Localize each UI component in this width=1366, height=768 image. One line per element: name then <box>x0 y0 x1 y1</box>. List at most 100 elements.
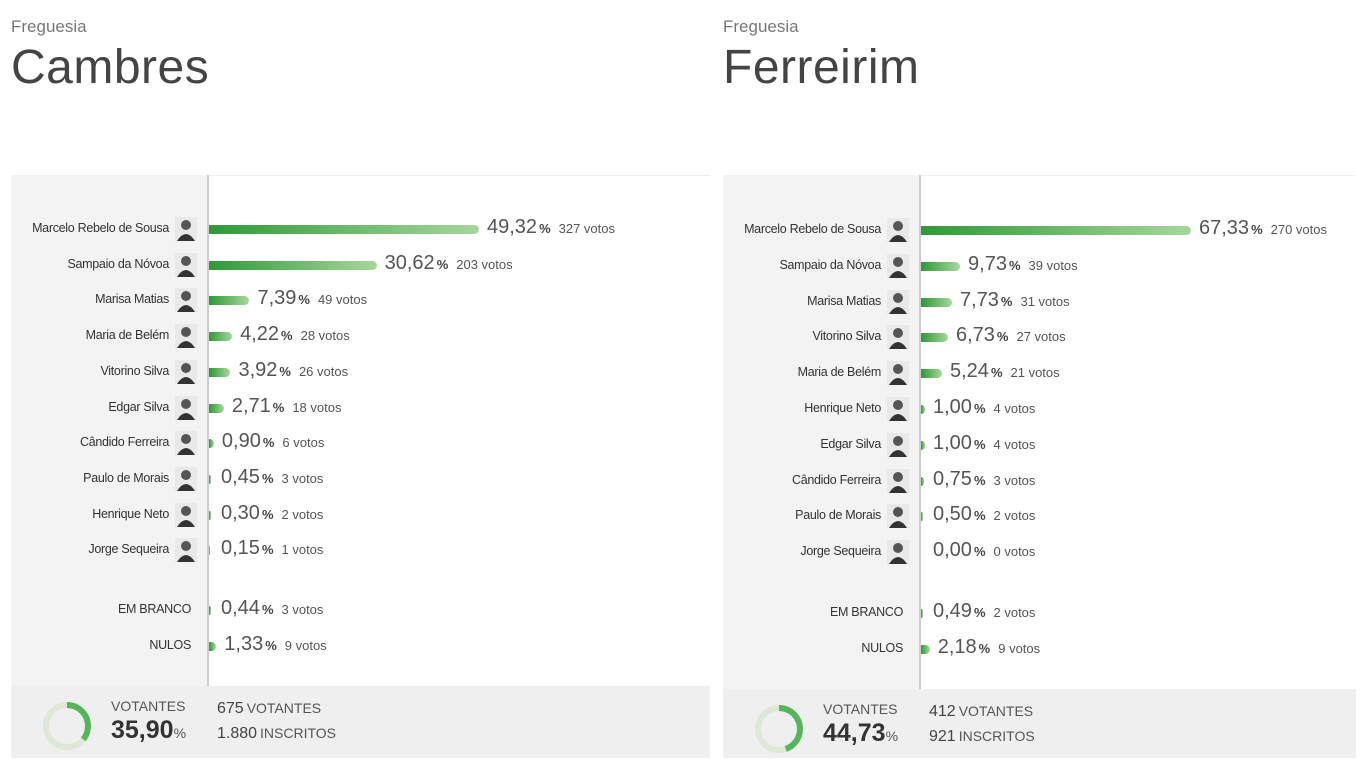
candidate-name: Cândido Ferreira <box>80 435 169 450</box>
panel-title: Cambres <box>11 41 210 94</box>
result-label: 1,00% 4 votos <box>933 396 1035 419</box>
result-label: 7,39% 49 votos <box>257 287 367 310</box>
vote-bar <box>209 225 479 234</box>
percent-value: 1,00 <box>933 431 972 454</box>
result-label: 0,49% 2 votos <box>933 600 1035 623</box>
vote-bar <box>921 226 1191 235</box>
percent-unit: % <box>973 605 986 620</box>
candidate-name: Jorge Sequeira <box>88 542 169 557</box>
vote-count: 1 votos <box>281 542 324 558</box>
percent-value: 0,50 <box>933 503 972 526</box>
percent-value: 0,44 <box>221 597 260 619</box>
candidate-photo <box>887 397 909 421</box>
turnout-value: 44,73% <box>823 719 898 748</box>
turnout-label: VOTANTES <box>111 698 186 714</box>
vote-count: 49 votos <box>317 292 368 308</box>
candidate-name: Cândido Ferreira <box>792 472 881 487</box>
vote-count: 203 votos <box>456 256 513 272</box>
result-label: 2,18% 9 votos <box>938 636 1040 659</box>
result-label: 7,73% 31 votos <box>960 289 1070 312</box>
percent-value: 49,32 <box>487 216 538 238</box>
result-label: 0,45% 3 votos <box>221 466 323 489</box>
vote-bar <box>209 367 231 377</box>
candidate-photo <box>175 431 197 456</box>
vote-bar <box>921 609 923 618</box>
percent-unit: % <box>973 472 986 488</box>
vote-count: 27 votos <box>1016 329 1066 345</box>
percent-value: 5,24 <box>950 360 989 383</box>
vote-count: 9 votos <box>284 638 327 653</box>
special-label: EM BRANCO <box>117 602 191 616</box>
vote-bar <box>209 439 214 449</box>
candidate-name: Marcelo Rebelo de Sousa <box>32 221 169 235</box>
registered-label: INSCRITOS <box>260 725 337 741</box>
panel-kicker: Freguesia <box>723 17 799 36</box>
percent-value: 2,71 <box>231 394 271 417</box>
percent-unit: % <box>1000 293 1013 309</box>
vote-bar <box>209 642 217 651</box>
candidate-name: Edgar Silva <box>108 399 169 414</box>
vote-count: 4 votos <box>993 401 1036 416</box>
candidate-photo <box>175 502 197 527</box>
candidate-name: Edgar Silva <box>820 436 881 451</box>
result-label: 1,33% 9 votos <box>224 633 326 656</box>
vote-count: 9 votos <box>998 641 1041 656</box>
turnout-percent: 35,90 <box>111 716 174 744</box>
percent-unit: % <box>436 256 449 272</box>
percent-unit: % <box>973 436 986 452</box>
percent-unit: % <box>298 292 310 308</box>
vote-bar <box>209 546 210 556</box>
registered-label: INSCRITOS <box>958 728 1035 744</box>
registered-count: 921 <box>929 728 956 745</box>
special-label: NULOS <box>149 638 191 652</box>
percent-unit: % <box>978 641 991 656</box>
vote-bar <box>209 332 233 342</box>
voters-count: 675 <box>217 700 244 717</box>
percent-value: 1,33 <box>224 633 264 655</box>
percent-value: 0,00 <box>933 539 972 562</box>
candidate-name: Vitorino Silva <box>100 363 169 378</box>
vote-bar <box>921 405 925 414</box>
result-label: 3,92% 26 votos <box>238 359 348 382</box>
vote-count: 2 votos <box>281 506 324 522</box>
vote-bar <box>921 645 930 654</box>
result-label: 49,32% 327 votos <box>487 216 615 239</box>
result-label: 6,73% 27 votos <box>956 324 1066 347</box>
percent-value: 67,33 <box>1199 217 1250 239</box>
percent-unit: % <box>272 399 285 415</box>
percent-value: 0,75 <box>933 467 972 490</box>
candidate-photo <box>175 324 197 349</box>
candidate-name: Maria de Belém <box>797 365 882 380</box>
percent-value: 6,73 <box>955 324 995 347</box>
donut-arc <box>755 705 803 753</box>
candidate-name: Paulo de Morais <box>795 508 881 523</box>
vote-count: 6 votos <box>282 435 325 451</box>
candidate-photo <box>175 252 197 277</box>
candidate-photo <box>887 253 909 278</box>
percent-unit: % <box>261 506 274 522</box>
vote-count: 0 votos <box>993 544 1036 560</box>
percent-value: 0,30 <box>221 501 260 524</box>
vote-count: 3 votos <box>281 602 324 617</box>
vote-count: 31 votos <box>1020 293 1070 309</box>
percent-unit: % <box>1251 222 1263 237</box>
result-label: 5,24% 21 votos <box>950 360 1060 383</box>
percent-unit: % <box>973 544 986 560</box>
vote-count: 4 votos <box>993 436 1036 452</box>
candidate-name: Marisa Matias <box>95 292 169 307</box>
voters-line: 412 VOTANTES <box>929 703 1033 721</box>
candidate-photo <box>887 468 909 493</box>
vote-bar <box>921 440 925 450</box>
percent-value: 0,49 <box>933 600 972 622</box>
axis-line <box>919 175 921 689</box>
vote-count: 21 votos <box>1010 365 1060 381</box>
candidate-name: Marisa Matias <box>807 293 881 308</box>
candidate-name: Sampaio da Nóvoa <box>67 256 169 271</box>
candidate-photo <box>887 504 909 529</box>
donut-arc <box>43 702 91 750</box>
vote-bar <box>921 476 924 486</box>
special-label: NULOS <box>861 641 903 655</box>
vote-count: 3 votos <box>281 470 324 486</box>
vote-bar <box>921 297 952 307</box>
turnout-value: 35,90% <box>111 716 186 745</box>
